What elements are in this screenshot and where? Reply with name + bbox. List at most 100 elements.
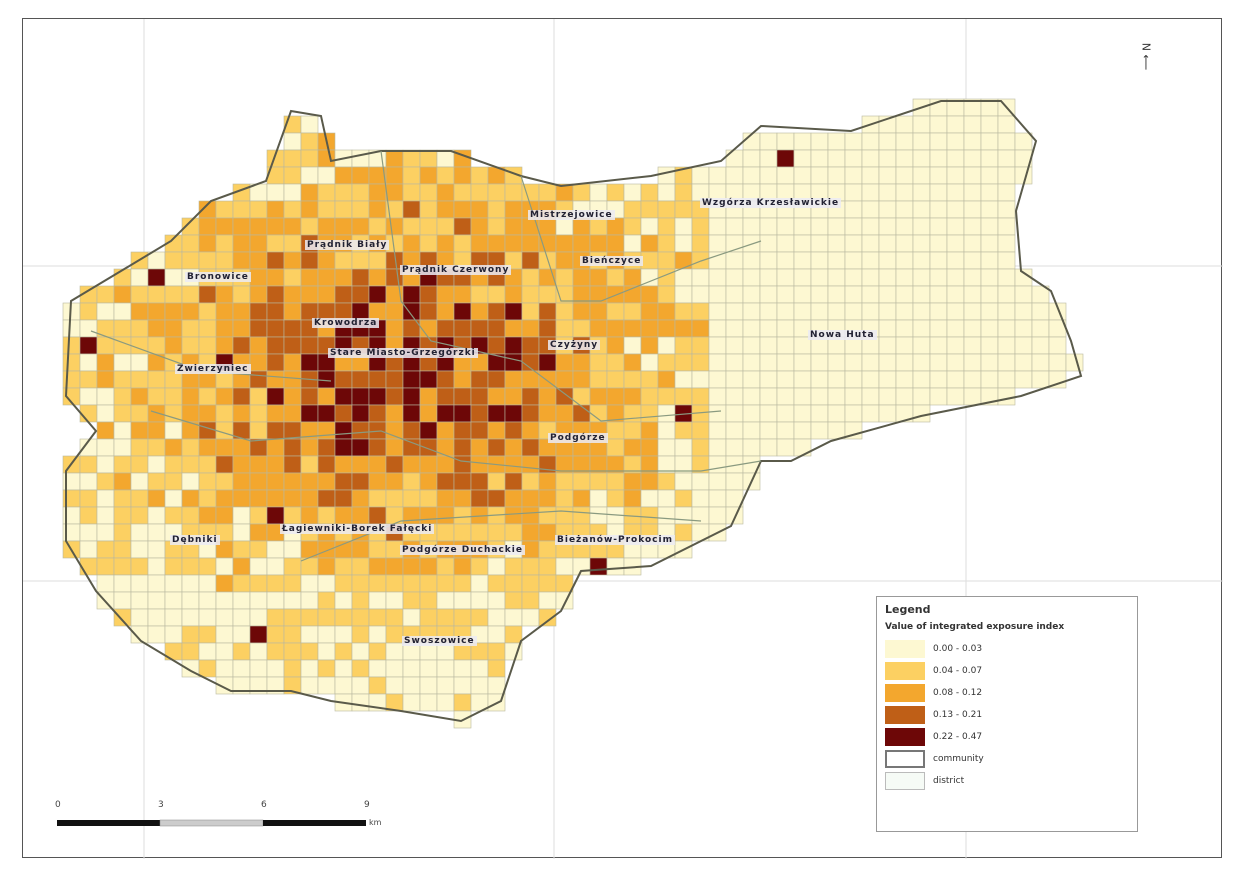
grid-cell — [181, 557, 200, 576]
grid-cell — [249, 251, 268, 270]
grid-cell — [946, 285, 965, 304]
grid-cell — [861, 404, 880, 423]
grid-cell — [487, 676, 506, 695]
grid-cell — [504, 285, 523, 304]
grid-cell — [232, 217, 251, 236]
grid-cell — [674, 336, 693, 355]
grid-cell — [351, 455, 370, 474]
grid-cell — [334, 574, 353, 593]
grid-cell — [147, 387, 166, 406]
grid-cell — [130, 591, 149, 610]
grid-cell — [861, 387, 880, 406]
grid-cell — [725, 438, 744, 457]
grid-cell — [759, 370, 778, 389]
grid-cell — [470, 421, 489, 440]
grid-cell — [419, 387, 438, 406]
grid-cell — [96, 285, 115, 304]
grid-cell — [487, 336, 506, 355]
grid-cell — [504, 642, 523, 661]
grid-cell — [929, 268, 948, 287]
grid-cell — [946, 302, 965, 321]
grid-cell — [844, 217, 863, 236]
grid-cell — [419, 285, 438, 304]
grid-cell — [538, 319, 557, 338]
grid-cell — [963, 217, 982, 236]
grid-cell — [385, 217, 404, 236]
grid-cell — [708, 489, 727, 508]
grid-cell — [878, 132, 897, 151]
grid-cell — [827, 132, 846, 151]
grid-cell — [283, 166, 302, 185]
grid-cell — [895, 115, 914, 134]
grid-cell — [980, 353, 999, 372]
grid-cell — [436, 370, 455, 389]
grid-cell — [861, 200, 880, 219]
grid-cell — [725, 285, 744, 304]
grid-cell — [317, 404, 336, 423]
grid-cell — [487, 591, 506, 610]
grid-cell — [708, 404, 727, 423]
grid-cell — [1048, 370, 1067, 389]
grid-cell — [96, 353, 115, 372]
grid-cell — [232, 489, 251, 508]
grid-cell — [266, 370, 285, 389]
grid-cell — [453, 183, 472, 202]
grid-cell — [725, 353, 744, 372]
grid-cell — [759, 302, 778, 321]
legend-item: 0.00 - 0.03 — [885, 638, 1129, 660]
grid-cell — [249, 438, 268, 457]
grid-cell — [725, 149, 744, 168]
grid-cell — [402, 234, 421, 253]
grid-cell — [878, 183, 897, 202]
grid-cell — [453, 387, 472, 406]
grid-cell — [742, 421, 761, 440]
grid-cell — [997, 336, 1016, 355]
grid-cell — [708, 319, 727, 338]
grid-cell — [946, 251, 965, 270]
grid-cell — [249, 319, 268, 338]
grid-cell — [62, 336, 81, 355]
grid-cell — [844, 353, 863, 372]
grid-cell — [504, 319, 523, 338]
grid-cell — [742, 217, 761, 236]
grid-cell — [691, 285, 710, 304]
grid-cell — [691, 217, 710, 236]
grid-cell — [504, 523, 523, 542]
grid-cell — [827, 268, 846, 287]
legend-label: 0.00 - 0.03 — [933, 644, 983, 654]
legend-label: community — [933, 754, 984, 764]
grid-cell — [776, 149, 795, 168]
grid-cell — [521, 489, 540, 508]
grid-cell — [895, 336, 914, 355]
grid-cell — [470, 591, 489, 610]
grid-cell — [249, 659, 268, 678]
grid-cell — [487, 625, 506, 644]
grid-cell — [300, 506, 319, 525]
grid-cell — [283, 540, 302, 559]
grid-cell — [470, 472, 489, 491]
grid-cell — [1014, 302, 1033, 321]
grid-cell — [351, 642, 370, 661]
grid-cell — [368, 506, 387, 525]
grid-cell — [147, 336, 166, 355]
grid-cell — [419, 200, 438, 219]
grid-cell — [572, 217, 591, 236]
grid-cell — [198, 421, 217, 440]
grid-cell — [402, 693, 421, 712]
grid-cell — [232, 625, 251, 644]
grid-cell — [368, 217, 387, 236]
grid-cell — [113, 557, 132, 576]
grid-cell — [402, 472, 421, 491]
grid-cell — [521, 336, 540, 355]
grid-cell — [79, 387, 98, 406]
grid-cell — [589, 353, 608, 372]
grid-cell — [419, 608, 438, 627]
grid-cell — [912, 370, 931, 389]
grid-cell — [912, 353, 931, 372]
grid-cell — [487, 200, 506, 219]
grid-cell — [402, 200, 421, 219]
grid-cell — [368, 455, 387, 474]
grid-cell — [402, 591, 421, 610]
grid-cell — [742, 404, 761, 423]
grid-cell — [283, 268, 302, 287]
